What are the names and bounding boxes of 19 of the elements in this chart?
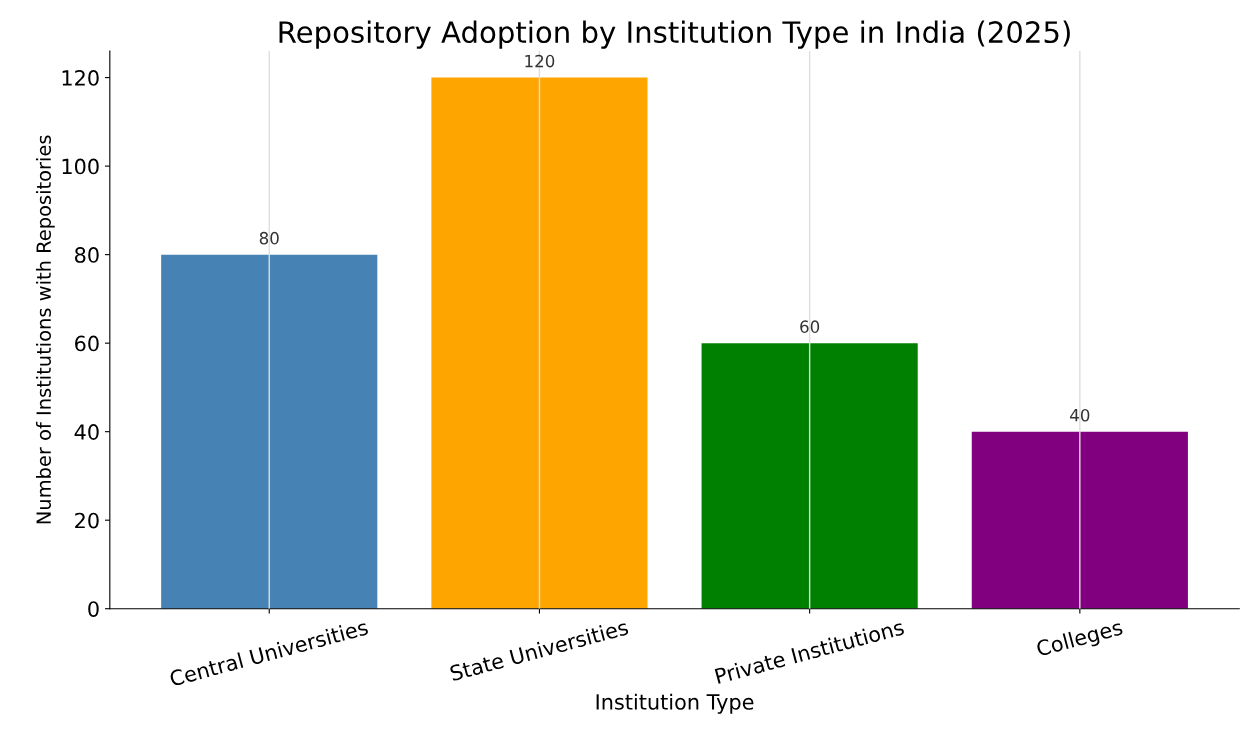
bar (161, 254, 378, 609)
y-tick-label: 0 (88, 601, 99, 617)
data-label: 80 (259, 231, 279, 245)
y-tick-label: 120 (62, 70, 99, 86)
data-label: 40 (1070, 408, 1090, 422)
y-tick-label: 60 (75, 335, 99, 352)
y-tick-label: 100 (62, 158, 99, 175)
data-label: 60 (800, 320, 820, 333)
y-tick-label: 80 (75, 247, 99, 263)
bar (431, 77, 648, 609)
bar (971, 431, 1188, 609)
y-tick-label: 20 (75, 512, 99, 529)
y-tick-label: 40 (74, 424, 99, 440)
y-axis-title: Number of Institutions with Repositories (35, 135, 55, 524)
bar (701, 343, 918, 609)
x-axis-title: Institution Type (596, 693, 754, 714)
x-tick-label: Colleges (1035, 618, 1125, 661)
chart-title: Repository Adoption by Institution Type in India (2025) (279, 20, 1070, 49)
data-label: 120 (525, 54, 555, 68)
